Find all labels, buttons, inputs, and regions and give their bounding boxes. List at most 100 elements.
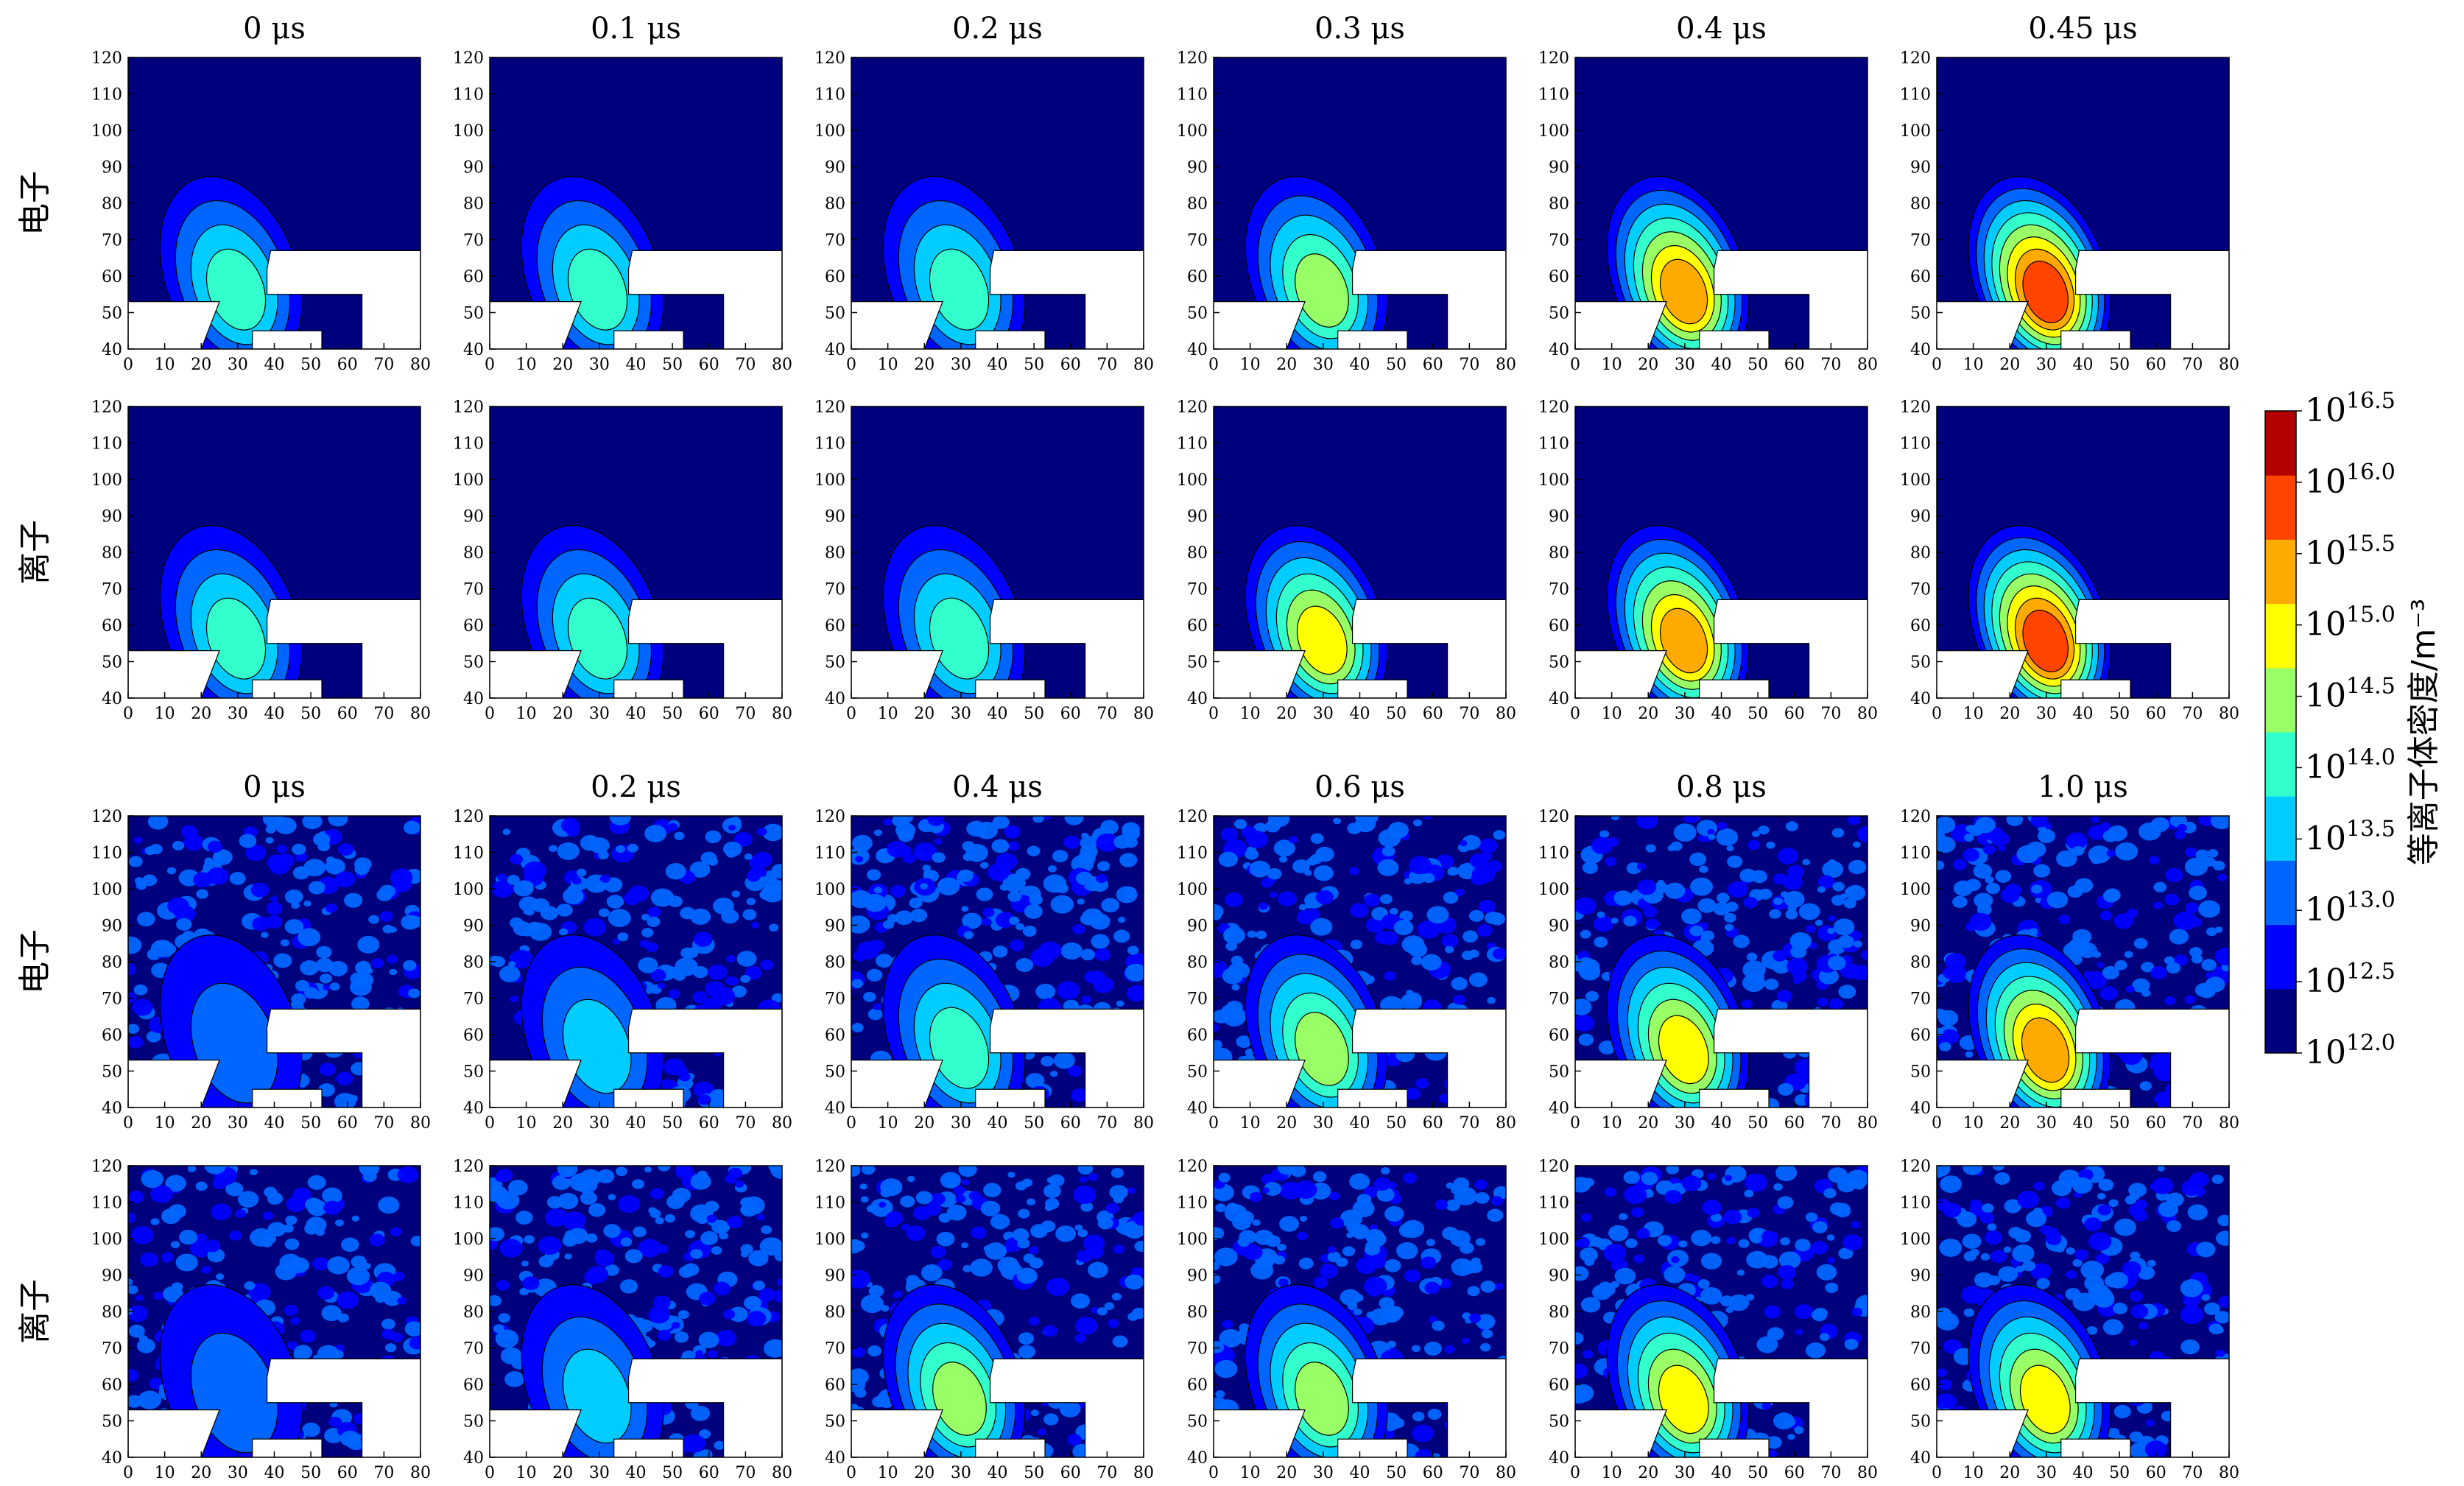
speckle: [1691, 1275, 1700, 1283]
y-tick-label: 100: [814, 881, 845, 899]
speckle: [357, 935, 380, 954]
speckle: [1937, 1393, 1957, 1411]
x-tick-label: 30: [1675, 1114, 1695, 1133]
speckle: [1352, 1200, 1375, 1218]
y-tick-label: 120: [1177, 398, 1208, 417]
density-contour: [1295, 253, 1349, 328]
speckle: [1041, 1056, 1055, 1067]
speckle: [1469, 853, 1489, 869]
speckle: [1819, 1333, 1830, 1342]
x-tick-label: 70: [735, 1464, 756, 1482]
speckle: [510, 853, 524, 865]
electrode-region: [252, 1438, 323, 1457]
speckle: [382, 924, 394, 934]
speckle: [493, 1324, 504, 1334]
speckle: [527, 921, 542, 933]
colorbar-tick-label: 1012.0: [2305, 1030, 2396, 1071]
x-tick-label: 70: [735, 705, 756, 723]
electrode-region: [1575, 1060, 1667, 1108]
x-tick-label: 60: [1423, 705, 1443, 723]
row-label: 电子: [16, 171, 54, 236]
electrode-region: [1713, 1008, 1868, 1108]
y-tick-label: 70: [1910, 232, 1931, 250]
electrode-region: [613, 330, 684, 349]
speckle: [1738, 1239, 1750, 1248]
x-tick-label: 50: [2109, 1464, 2130, 1482]
speckle: [166, 867, 177, 875]
speckle: [1354, 1294, 1364, 1302]
speckle: [2004, 1199, 2022, 1214]
speckle: [860, 1295, 884, 1314]
speckle: [667, 823, 678, 831]
x-tick-label: 10: [1602, 1464, 1622, 1482]
speckle: [2153, 881, 2167, 892]
speckle: [1828, 915, 1836, 922]
speckle: [588, 1203, 606, 1217]
x-tick-label: 20: [1999, 1114, 2020, 1133]
panel-time-title: 0.2 μs: [591, 770, 681, 804]
x-tick-label: 10: [155, 356, 175, 374]
speckle: [920, 883, 928, 890]
y-tick-label: 60: [463, 1027, 484, 1045]
electrode-region: [989, 1358, 1144, 1457]
speckle: [1769, 909, 1781, 919]
speckle: [2149, 856, 2160, 865]
speckle: [1461, 1337, 1470, 1345]
density-contour: [1295, 1012, 1349, 1086]
x-tick-label: 60: [1784, 1464, 1805, 1482]
density-contour: [929, 248, 990, 331]
speckle: [1591, 1284, 1612, 1300]
speckle: [1798, 903, 1820, 920]
speckle: [2189, 1172, 2209, 1188]
speckle: [632, 1179, 644, 1189]
speckle: [1781, 1279, 1794, 1289]
speckle: [725, 976, 737, 985]
speckle: [350, 972, 367, 986]
speckle: [384, 1343, 397, 1353]
y-tick-label: 80: [1549, 195, 1569, 214]
x-tick-label: 40: [1711, 705, 1732, 723]
x-tick-label: 0: [123, 1464, 133, 1482]
speckle: [302, 1422, 320, 1437]
speckle: [1313, 1276, 1328, 1289]
speckle: [1785, 909, 1798, 920]
y-tick-label: 40: [1549, 1099, 1569, 1118]
y-tick-label: 60: [1549, 268, 1569, 286]
y-tick-label: 90: [1549, 918, 1569, 936]
speckle: [403, 959, 417, 971]
speckle: [1657, 879, 1665, 887]
y-tick-label: 50: [463, 1413, 484, 1432]
speckle: [1575, 1363, 1588, 1379]
density-contour: [1295, 1362, 1349, 1436]
speckle: [2189, 947, 2203, 957]
speckle: [1963, 1166, 1982, 1175]
speckle: [153, 1292, 163, 1300]
x-tick-label: 60: [337, 356, 358, 374]
speckle: [1269, 891, 1278, 898]
x-tick-label: 40: [1350, 705, 1370, 723]
electrode-region: [2060, 679, 2131, 698]
speckle: [404, 1321, 420, 1337]
speckle: [1446, 1182, 1454, 1189]
x-tick-label: 40: [988, 705, 1008, 723]
speckle: [1985, 876, 1994, 884]
speckle: [325, 903, 337, 913]
electrode-region: [1351, 599, 1506, 698]
speckle: [229, 872, 246, 885]
speckle: [2189, 917, 2202, 928]
y-tick-label: 60: [1187, 268, 1208, 286]
speckle: [2217, 873, 2227, 881]
speckle: [735, 1180, 745, 1188]
speckle: [2139, 1322, 2148, 1330]
y-tick-label: 40: [463, 690, 484, 708]
speckle: [2097, 962, 2105, 968]
y-tick-label: 60: [1910, 268, 1931, 286]
speckle: [1746, 952, 1758, 962]
speckle: [1605, 898, 1615, 906]
speckle: [497, 873, 507, 881]
speckle: [1220, 828, 1238, 842]
speckle: [150, 1218, 160, 1225]
x-tick-label: 20: [552, 1464, 573, 1482]
y-tick-label: 40: [1910, 341, 1931, 359]
y-tick-label: 60: [102, 268, 122, 286]
